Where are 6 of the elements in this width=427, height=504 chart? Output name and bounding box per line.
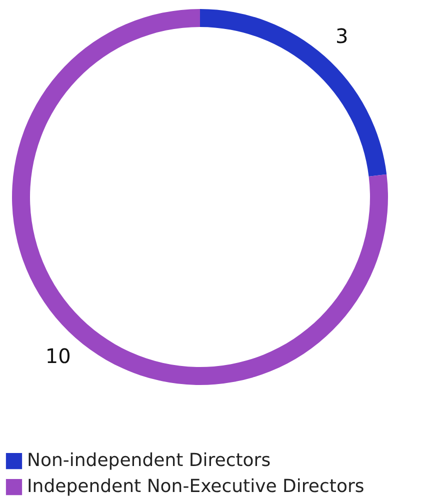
donut-slice	[200, 9, 387, 177]
data-label: 3	[336, 24, 348, 48]
legend-label: Non-independent Directors	[27, 450, 271, 471]
donut-slice	[12, 9, 388, 385]
legend-label: Independent Non-Executive Directors	[27, 476, 364, 497]
data-label: 10	[45, 344, 71, 368]
